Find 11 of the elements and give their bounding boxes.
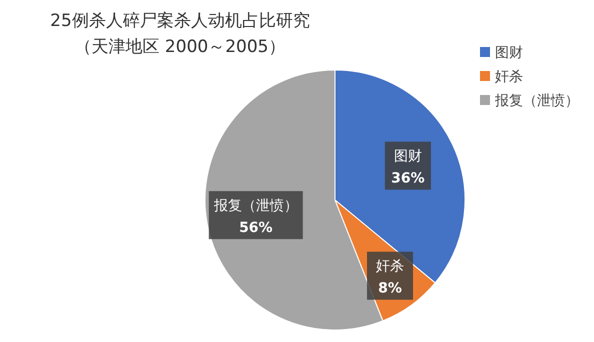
- chart-title: 25例杀人碎尸案杀人动机占比研究: [50, 11, 310, 31]
- data-label: 56%: [239, 220, 273, 236]
- slice-label: 图财: [394, 148, 422, 165]
- data-label: 36%: [391, 170, 425, 187]
- legend-label: 报复（泄愤）: [494, 93, 579, 109]
- legend-label: 奸杀: [495, 69, 523, 85]
- legend-label: 图财: [495, 45, 523, 61]
- slice-label: 报复（泄愤）: [212, 198, 298, 214]
- slice-label: 奸杀: [376, 258, 404, 275]
- chart-subtitle: （天津地区 2000～2005）: [74, 37, 286, 57]
- data-label: 8%: [378, 280, 402, 297]
